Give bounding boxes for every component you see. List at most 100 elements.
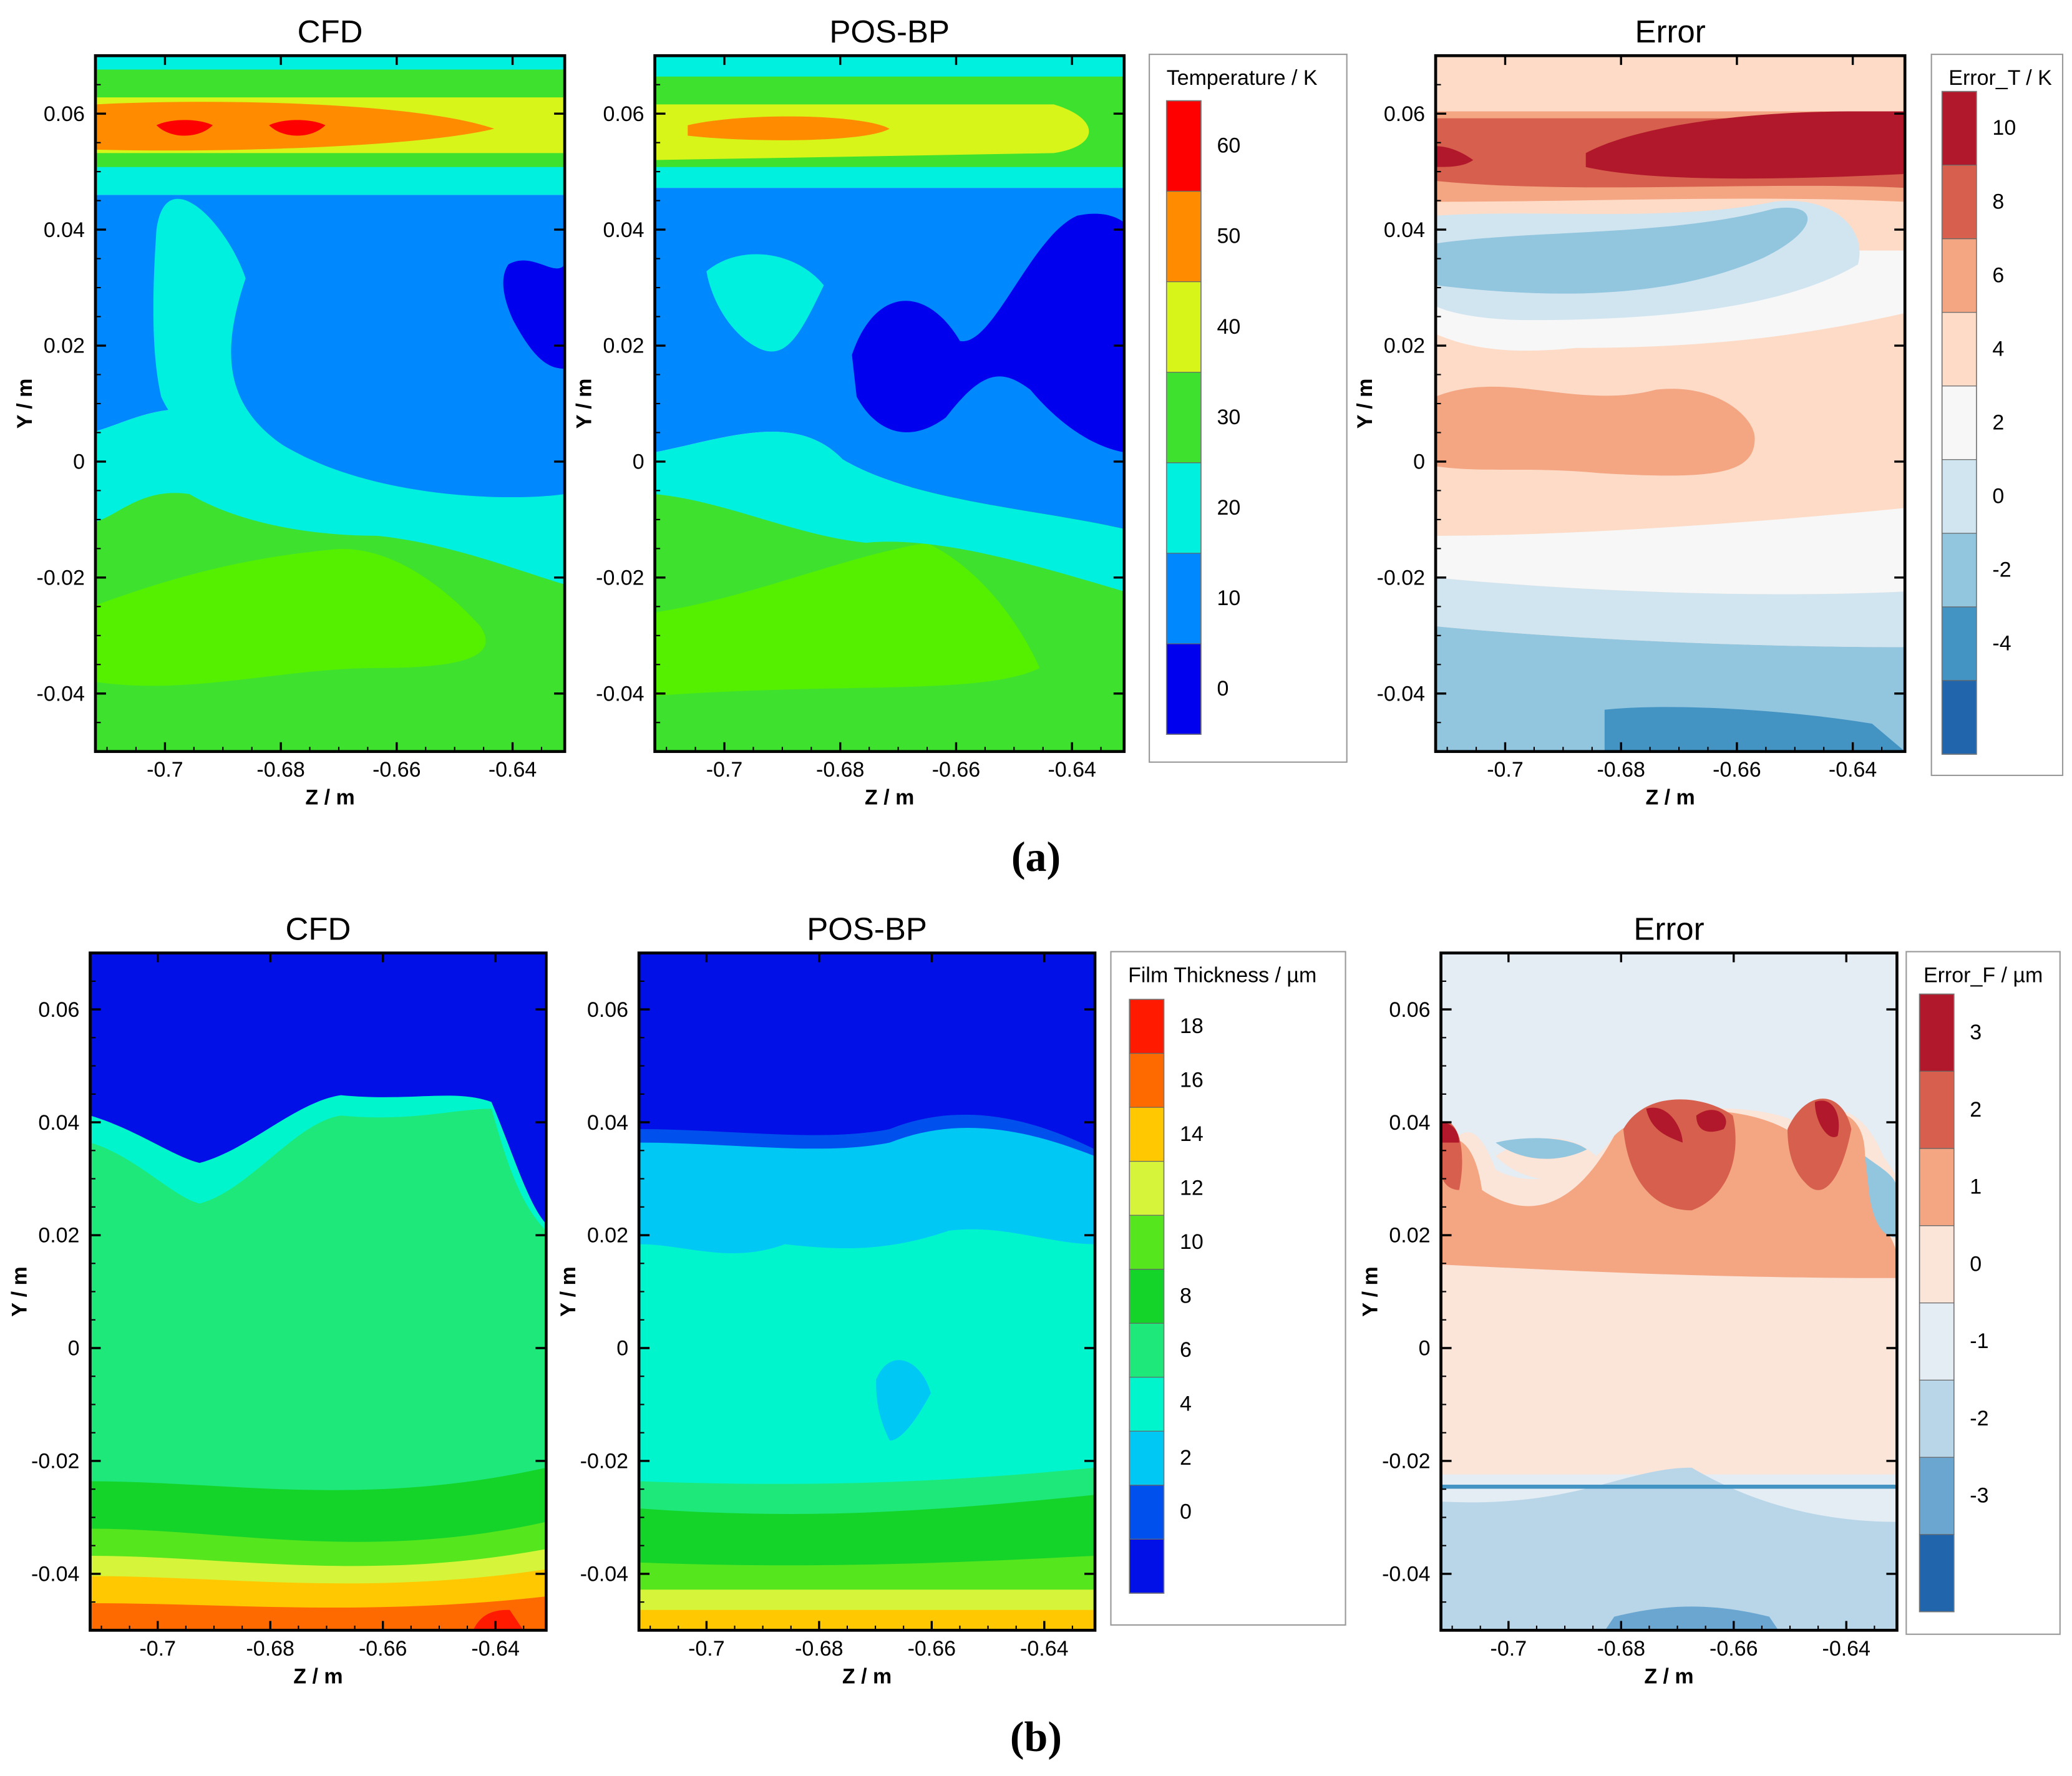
- plot-1-y-tick-label: 0: [73, 450, 85, 474]
- colorbar-film-error-level-label: 3: [1970, 1021, 1982, 1044]
- plot-5-x-axis-label: Z / m: [842, 1664, 892, 1688]
- plot-4-x-tick-label: -0.7: [139, 1637, 176, 1661]
- plot-3-contour-region: [1436, 577, 1905, 648]
- colorbar-temperature-level-label: 0: [1217, 677, 1228, 701]
- colorbar-film-error-swatch: [1919, 994, 1954, 1072]
- colorbar-film-level-label: 0: [1180, 1500, 1192, 1524]
- plot-1-y-tick-label: -0.02: [37, 566, 85, 590]
- plot-1-title: CFD: [298, 14, 363, 49]
- plot-3-contour-region: [1436, 207, 1808, 294]
- plot-6-x-axis-label: Z / m: [1644, 1664, 1693, 1688]
- plot-4-contour-field: [90, 953, 547, 1631]
- colorbar-temperature-error-level-label: -2: [1992, 558, 2011, 581]
- plot-2-x-tick-label: -0.7: [706, 758, 743, 782]
- colorbar-film-swatch: [1129, 1107, 1164, 1162]
- plot-6-contour-region: [1441, 1099, 1852, 1211]
- plot-1-contour-region: [95, 409, 565, 585]
- plot-2-contour-region: [852, 213, 1124, 453]
- plot-2-title: POS-BP: [829, 14, 950, 49]
- plot-6-y-tick-label: 0: [1419, 1337, 1431, 1361]
- colorbar-temperature-error-swatch: [1942, 91, 1977, 166]
- plot-6-contour-region: [1605, 1606, 1779, 1631]
- plot-3-y-tick-label: 0.02: [1384, 334, 1425, 358]
- colorbar-film-error-swatch: [1919, 1225, 1954, 1304]
- plot-4-y-tick-label: 0: [68, 1337, 80, 1361]
- plot-4-y-axis-label: Y / m: [7, 1266, 31, 1317]
- colorbar-film-swatch: [1129, 1377, 1164, 1432]
- colorbar-temperature-swatch: [1166, 191, 1201, 283]
- colorbar-temperature-error-level-label: 2: [1992, 410, 2004, 434]
- plot-3-contour-region: [1436, 508, 1905, 594]
- colorbar-temperature-error-swatch: [1942, 238, 1977, 313]
- plot-1-contour-region: [503, 260, 565, 369]
- plot-2-y-tick-label: 0: [633, 450, 644, 474]
- colorbar-temperature-bar-outline: [1165, 100, 1202, 735]
- plot-3-contour-region: [1436, 56, 1905, 112]
- colorbar-temperature-error-swatch: [1942, 533, 1977, 608]
- plot-3-y-tick-label: 0.06: [1384, 102, 1425, 126]
- plot-6-x-tick-label: -0.7: [1491, 1637, 1527, 1661]
- plot-4-x-tick-label: -0.64: [471, 1637, 519, 1661]
- plot-6-x-tick-label: -0.68: [1597, 1637, 1645, 1661]
- colorbar-temperature-error-level-label: 10: [1992, 116, 2016, 140]
- plot-4-x-tick-label: -0.68: [246, 1637, 294, 1661]
- plot-3-x-tick-label: -0.64: [1829, 758, 1877, 782]
- colorbar-film-level-label: 12: [1180, 1177, 1204, 1200]
- plot-3-y-axis-label: Y / m: [1353, 379, 1377, 429]
- plot-1-contour-region: [153, 198, 283, 445]
- plot-1-x-tick-label: -0.66: [372, 758, 421, 782]
- colorbar-film-level-label: 4: [1180, 1392, 1192, 1416]
- colorbar-film-error-level-label: -1: [1970, 1329, 1988, 1353]
- colorbar-film-error-level-label: 0: [1970, 1252, 1982, 1276]
- colorbar-temperature-swatch: [1166, 553, 1201, 644]
- colorbar-film-bar-outline: [1129, 999, 1165, 1594]
- colorbar-film-error-swatch: [1919, 1071, 1954, 1149]
- plot-3-y-tick-label: -0.04: [1377, 682, 1425, 706]
- plot-1-x-tick-label: -0.64: [489, 758, 537, 782]
- plot-3-contour-region: [1436, 111, 1905, 179]
- colorbar-temperature-swatch: [1166, 462, 1201, 554]
- plot-5-y-tick-label: 0: [616, 1337, 628, 1361]
- colorbar-temperature-swatch: [1166, 643, 1201, 735]
- colorbar-temperature-error-title: Error_T / K: [1948, 66, 2052, 90]
- plot-4-y-tick-label: -0.02: [31, 1450, 79, 1473]
- plot-3-y-tick-label: -0.02: [1377, 566, 1425, 590]
- colorbar-film-level-label: 10: [1180, 1230, 1204, 1254]
- plot-1-y-axis-label: Y / m: [13, 379, 37, 429]
- plot-5-x-tick-label: -0.66: [908, 1637, 956, 1661]
- colorbar-temperature-level-label: 30: [1217, 405, 1240, 429]
- plot-6-x-tick-label: -0.64: [1822, 1637, 1870, 1661]
- plot-6-contour-region: [1441, 1467, 1897, 1631]
- colorbar-film-level-label: 6: [1180, 1338, 1192, 1362]
- plot-6-y-tick-label: -0.02: [1382, 1450, 1430, 1473]
- colorbar-temperature-error-swatch: [1942, 386, 1977, 460]
- colorbar-temperature-error-bar-outline: [1941, 90, 1977, 755]
- plot-2-y-tick-label: -0.04: [596, 682, 644, 706]
- colorbar-temperature-error-swatch: [1942, 165, 1977, 240]
- colorbar-temperature-error-swatch: [1942, 606, 1977, 681]
- plot-1-y-tick-label: 0.06: [44, 102, 85, 126]
- colorbar-film-swatch: [1129, 1323, 1164, 1378]
- colorbar-temperature-error-level-label: 4: [1992, 337, 2004, 361]
- plot-5-y-tick-label: 0.02: [587, 1224, 628, 1248]
- colorbar-temperature-level-label: 20: [1217, 496, 1240, 520]
- colorbar-film-swatch: [1129, 1539, 1164, 1594]
- plot-1-x-tick-label: -0.7: [147, 758, 183, 782]
- plot-6-y-tick-label: 0.02: [1389, 1224, 1430, 1248]
- plot-6-y-tick-label: 0.04: [1389, 1111, 1430, 1135]
- plot-3-title: Error: [1635, 14, 1705, 49]
- plot-2-x-tick-label: -0.64: [1048, 758, 1096, 782]
- plot-2-x-tick-label: -0.66: [932, 758, 980, 782]
- colorbar-temperature-level-label: 50: [1217, 225, 1240, 248]
- colorbar-temperature-error-swatch: [1942, 312, 1977, 387]
- plot-3-y-tick-label: 0: [1413, 450, 1425, 474]
- plot-2-y-tick-label: 0.02: [603, 334, 644, 358]
- plot-1-y-tick-label: -0.04: [37, 682, 85, 706]
- plot-5-y-tick-label: -0.02: [580, 1450, 628, 1473]
- colorbar-film-error-level-label: -3: [1970, 1484, 1988, 1508]
- plot-5-title: POS-BP: [807, 911, 927, 946]
- plot-5-contour-region: [639, 1609, 1096, 1631]
- colorbar-film-swatch: [1129, 1431, 1164, 1486]
- plot-3-x-tick-label: -0.66: [1713, 758, 1761, 782]
- colorbar-film-error-level-label: 1: [1970, 1175, 1982, 1199]
